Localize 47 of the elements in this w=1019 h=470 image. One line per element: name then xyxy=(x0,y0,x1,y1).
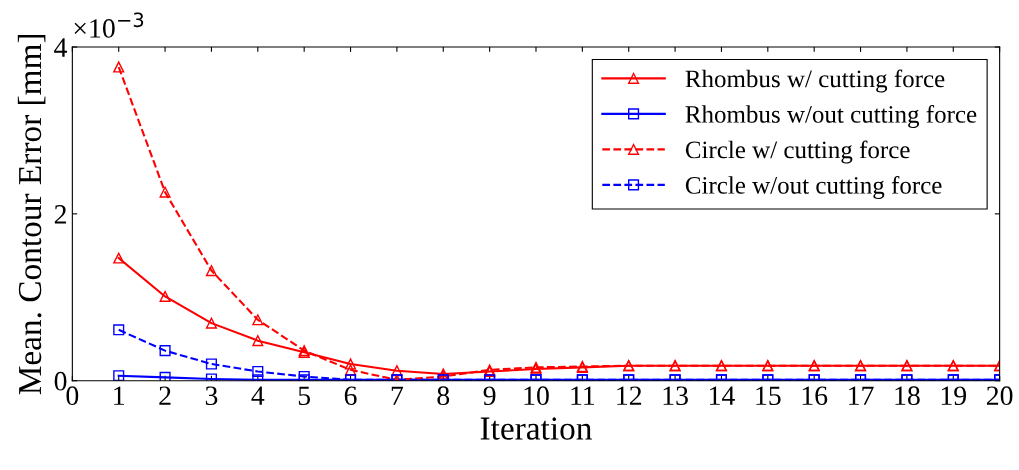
point xyxy=(113,370,125,381)
y-tick-label: 2 xyxy=(54,205,66,224)
x-tick-label: 12 xyxy=(617,386,642,405)
y-axis-title: Mean. Contour Error [mm] xyxy=(17,34,46,395)
point xyxy=(252,365,264,378)
x-tick-label: 4 xyxy=(251,386,265,405)
x-tick-label: 11 xyxy=(571,386,595,405)
y-tick-label: 0 xyxy=(54,371,67,391)
legend-label: Rhombus w/ cutting force xyxy=(685,69,945,93)
point xyxy=(159,186,171,198)
point xyxy=(252,335,264,347)
x-tick-label: 7 xyxy=(391,386,404,405)
legend-label: Rhombus w/out cutting force xyxy=(685,105,977,128)
point xyxy=(205,317,217,329)
point xyxy=(344,364,357,376)
point xyxy=(159,371,171,381)
x-tick-label: 19 xyxy=(941,386,967,406)
x-tick-label: 3 xyxy=(205,386,218,406)
point xyxy=(159,345,171,357)
point xyxy=(113,252,125,264)
x-tick-label: 8 xyxy=(437,386,450,406)
x-tick-label: 14 xyxy=(710,386,735,405)
point xyxy=(252,314,264,326)
x-tick-label: 10 xyxy=(524,386,549,406)
x-tick-label: 20 xyxy=(986,386,1013,406)
point xyxy=(159,290,171,302)
text: ×10$^{−3}$ xyxy=(74,12,144,38)
x-tick-label: 1 xyxy=(114,386,124,405)
point xyxy=(344,358,357,370)
point xyxy=(205,265,217,277)
x-tick-label: 13 xyxy=(663,386,688,406)
y-tick-label: 4 xyxy=(54,38,68,57)
x-tick-label: 5 xyxy=(298,386,311,406)
x-tick-label: 6 xyxy=(344,386,357,406)
legend-label: Circle w/ cutting force xyxy=(685,140,910,164)
point xyxy=(205,358,217,370)
x-tick-label: 15 xyxy=(756,386,781,406)
x-tick-label: 18 xyxy=(895,386,920,406)
point xyxy=(113,324,125,336)
x-tick-label: 2 xyxy=(159,386,171,405)
x-tick-label: 16 xyxy=(802,386,828,406)
legend-label: Circle w/out cutting force xyxy=(685,175,942,199)
x-axis-title: Iteration xyxy=(480,417,592,440)
x-tick-label: 17 xyxy=(849,386,874,405)
x-tick-label: 9 xyxy=(483,386,496,406)
point xyxy=(113,61,125,73)
point xyxy=(391,365,403,377)
